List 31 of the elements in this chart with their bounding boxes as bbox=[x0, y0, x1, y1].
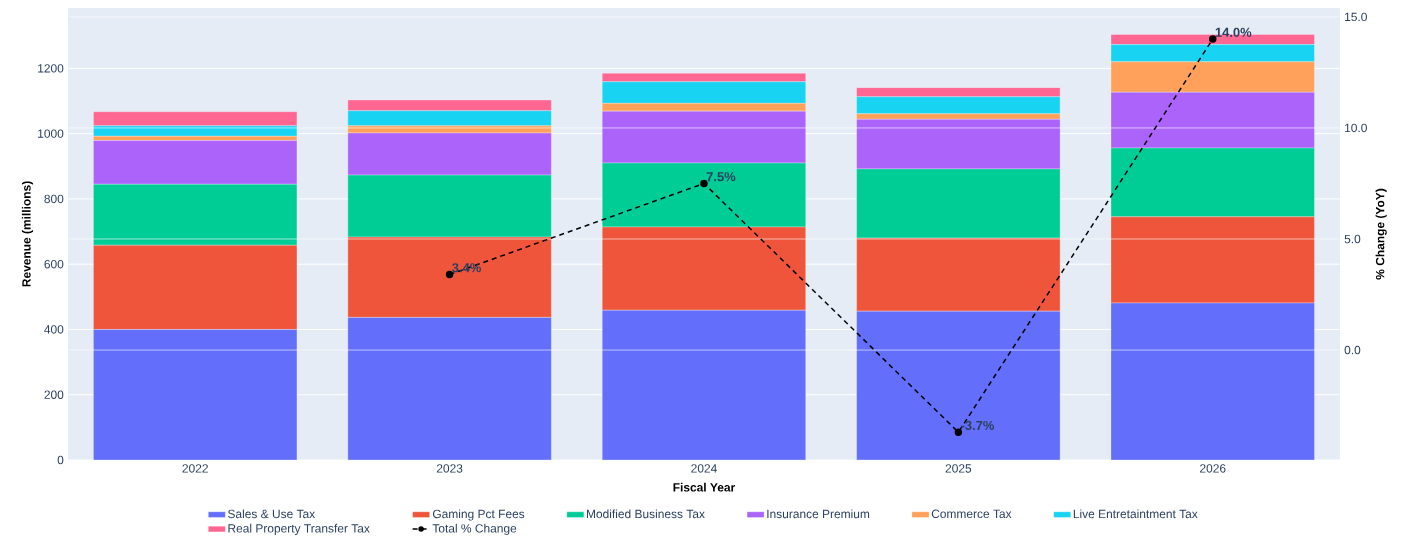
y-tick-label: 600 bbox=[44, 259, 64, 269]
y-tick-label: 1000 bbox=[38, 129, 64, 138]
x-tick-label: 2026 bbox=[1200, 464, 1226, 473]
x-tick-label: 2022 bbox=[182, 464, 208, 473]
y2-tick-label: 5.0 bbox=[1344, 234, 1361, 244]
data-label: 3.4% bbox=[452, 263, 481, 273]
data-label: -3.7% bbox=[961, 420, 995, 431]
y-tick-label: 400 bbox=[44, 325, 64, 334]
legend-label: Real Property Transfer Tax bbox=[228, 523, 370, 535]
legend-label: Sales & Use Tax bbox=[228, 509, 316, 519]
legend-label: Modified Business Tax bbox=[586, 509, 705, 519]
y2-tick-label: 15.0 bbox=[1345, 12, 1367, 22]
y2-tick-label: 0.0 bbox=[1344, 345, 1361, 355]
data-label: 7.5% bbox=[706, 172, 736, 182]
data-label: 14.0% bbox=[1215, 27, 1252, 37]
y-tick-label: 0 bbox=[57, 455, 64, 465]
x-axis-title: Fiscal Year bbox=[673, 482, 736, 492]
legend-label: Live Entretaintment Tax bbox=[1073, 509, 1198, 519]
x-tick-label: 2024 bbox=[691, 464, 717, 473]
legend-label: Total % Change bbox=[432, 523, 517, 535]
y-tick-label: 200 bbox=[44, 390, 64, 399]
x-tick-label: 2025 bbox=[945, 464, 972, 473]
y-tick-label: 1200 bbox=[38, 64, 64, 73]
y-tick-label: 800 bbox=[44, 194, 64, 204]
x-tick-label: 2023 bbox=[436, 464, 463, 473]
y2-axis-title: % Change (YoY) bbox=[1375, 188, 1387, 280]
legend-label: Gaming Pct Fees bbox=[432, 509, 525, 521]
y-axis-title: Revenue (millions) bbox=[21, 181, 34, 287]
legend-label: Insurance Premium bbox=[767, 509, 870, 519]
legend-label: Commerce Tax bbox=[931, 509, 1012, 518]
y2-tick-label: 10.0 bbox=[1345, 123, 1367, 133]
